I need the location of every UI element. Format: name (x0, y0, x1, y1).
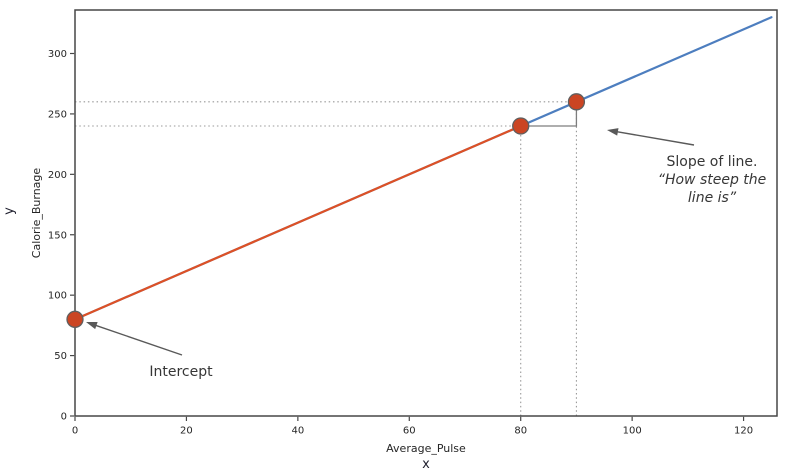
y-tick-label: 150 (48, 230, 67, 241)
tick-layer: 0 20 40 60 80 100 120 0 50 100 150 200 250 300 (48, 49, 753, 437)
intercept-arrow-head (86, 321, 98, 330)
slope-annotation-line1: Slope of line. (667, 154, 758, 170)
x-axis-letter: x (422, 457, 430, 472)
x-tick-label: 0 (72, 426, 78, 437)
data-point (512, 117, 530, 135)
y-axis-letter: y (2, 207, 17, 215)
slope-arrow-shaft (613, 130, 695, 146)
data-point (66, 310, 84, 328)
y-tick-label: 100 (48, 291, 67, 302)
y-axis-label: Calorie_Burnage (30, 168, 43, 259)
x-tick-label: 60 (403, 426, 416, 437)
x-tick-label: 40 (291, 426, 304, 437)
line-red (73, 124, 522, 321)
slope-annotation-line3: line is” (688, 190, 737, 206)
data-point (567, 93, 586, 111)
slope-annotation-line2: “How steep the (658, 172, 767, 188)
slope-arrow-head (607, 128, 619, 136)
annotation-arrows-layer (86, 128, 695, 356)
y-tick-label: 250 (48, 109, 67, 120)
data-points-layer (66, 93, 586, 328)
axes-frame-layer (74, 9, 778, 417)
intercept-annotation-label: Intercept (149, 364, 213, 380)
x-axis-label: Average_Pulse (386, 442, 466, 455)
x-tick-label: 20 (180, 426, 193, 437)
guide-lines-layer (75, 101, 577, 416)
plot-frame (74, 9, 778, 417)
y-tick-label: 300 (48, 49, 67, 60)
x-tick-label: 100 (623, 426, 642, 437)
x-tick-label: 80 (514, 426, 527, 437)
x-tick-label: 120 (734, 426, 753, 437)
intercept-arrow-shaft (92, 323, 183, 356)
y-tick-label: 200 (48, 170, 67, 181)
y-tick-label: 0 (61, 412, 67, 423)
y-tick-label: 50 (54, 351, 67, 362)
